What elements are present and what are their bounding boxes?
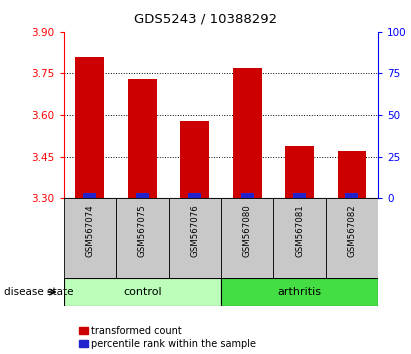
Text: disease state: disease state xyxy=(4,287,74,297)
Bar xyxy=(273,198,326,278)
Bar xyxy=(345,193,358,198)
Bar xyxy=(136,193,149,198)
Bar xyxy=(188,193,201,198)
Text: GSM567082: GSM567082 xyxy=(347,205,356,257)
Legend: transformed count, percentile rank within the sample: transformed count, percentile rank withi… xyxy=(79,326,256,349)
Text: GSM567074: GSM567074 xyxy=(85,205,95,257)
Bar xyxy=(83,193,97,198)
Text: arthritis: arthritis xyxy=(277,287,321,297)
Bar xyxy=(337,151,366,198)
Text: GDS5243 / 10388292: GDS5243 / 10388292 xyxy=(134,12,277,25)
Bar xyxy=(64,278,221,306)
Bar xyxy=(285,145,314,198)
Bar xyxy=(128,79,157,198)
Bar xyxy=(64,198,116,278)
Text: GSM567080: GSM567080 xyxy=(242,205,252,257)
Text: GSM567076: GSM567076 xyxy=(190,205,199,257)
Bar xyxy=(240,193,254,198)
Bar xyxy=(221,198,273,278)
Bar xyxy=(76,57,104,198)
Bar xyxy=(169,198,221,278)
Bar xyxy=(221,278,378,306)
Bar xyxy=(233,68,261,198)
Bar xyxy=(293,193,306,198)
Text: GSM567075: GSM567075 xyxy=(138,205,147,257)
Text: control: control xyxy=(123,287,162,297)
Bar xyxy=(326,198,378,278)
Bar xyxy=(116,198,169,278)
Bar xyxy=(180,121,209,198)
Text: GSM567081: GSM567081 xyxy=(295,205,304,257)
